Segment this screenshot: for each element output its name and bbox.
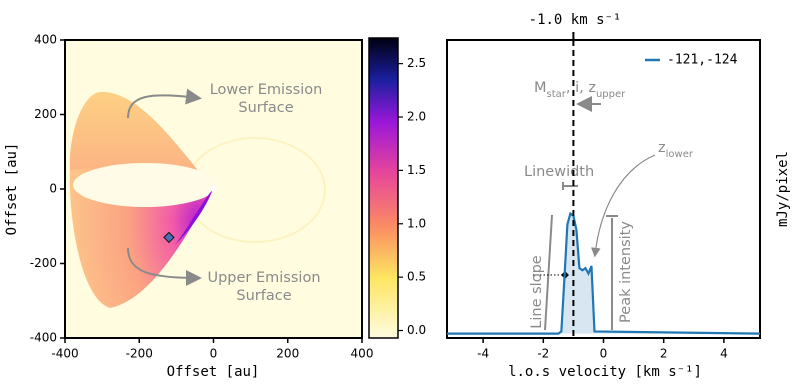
plot-frame	[446, 39, 761, 339]
x-tick-label: 200	[276, 347, 299, 361]
arrow	[127, 88, 202, 119]
x-tick-label: 0	[600, 347, 608, 361]
colorbar-tick-label: 0.5	[407, 270, 426, 284]
annotation-part: z	[658, 140, 666, 156]
x-tick-label: 2	[660, 347, 668, 361]
annotation: Linewidth	[524, 164, 594, 180]
image-bright-rim	[175, 189, 213, 245]
line-area	[447, 213, 760, 334]
image-cavity	[73, 163, 217, 207]
annotation: Lower Emission	[210, 82, 323, 98]
colorbar-tick-label: 1.5	[407, 163, 426, 177]
annotation: zlower	[658, 140, 694, 160]
y-tick-label: 200	[34, 107, 57, 121]
annotation-part: , i, z	[566, 80, 596, 96]
y-tick-label: 400	[34, 33, 57, 47]
linewidth-bar	[562, 182, 578, 190]
annotation-part: M	[534, 80, 547, 96]
y-axis-label: mJy/pixel	[775, 151, 791, 227]
colorbar-tick-label: 0.0	[407, 323, 426, 337]
colorbar-tick-label: 1.0	[407, 216, 426, 230]
x-tick-label: 400	[351, 347, 374, 361]
y-tick-label: -400	[30, 331, 57, 345]
star	[210, 186, 217, 192]
x-axis-label: l.o.s velocity [km s⁻¹]	[508, 364, 702, 380]
peak-bar	[606, 215, 618, 330]
colorbar-tick-label: 2.0	[407, 110, 426, 124]
x-tick-label: 0	[210, 347, 218, 361]
marker	[163, 231, 175, 244]
annotation: Upper Emission	[207, 270, 320, 286]
x-axis-label: Offset [au]	[167, 364, 260, 380]
annotation: Surface	[238, 100, 293, 116]
legend-label: -121,-124	[667, 53, 738, 68]
annotation-part: star	[547, 89, 567, 100]
y-tick-label: 0	[49, 182, 57, 196]
y-tick-label: -200	[30, 256, 57, 270]
image-disk-upper	[69, 91, 213, 189]
x-tick-label: -2	[537, 347, 549, 361]
chart-title: -1.0 km s⁻¹	[529, 12, 622, 28]
annotation: Line slope	[529, 255, 545, 328]
annotation: Mstar, i, zupper	[534, 80, 626, 100]
arrow	[127, 247, 202, 286]
annotation-part: upper	[596, 89, 626, 100]
x-tick-label: -200	[126, 347, 153, 361]
arrow	[591, 154, 656, 258]
line	[447, 211, 761, 335]
x-tick-label: 4	[720, 347, 728, 361]
annotation: Surface	[236, 288, 291, 304]
colorbar-tick-label: 2.5	[407, 56, 426, 70]
annotation-part: lower	[666, 149, 694, 160]
x-tick-label: -400	[51, 347, 78, 361]
slope-line	[544, 214, 553, 331]
annotation: Peak intensity	[618, 221, 634, 323]
x-tick-label: -4	[477, 347, 489, 361]
y-axis-label: Offset [au]	[4, 143, 20, 236]
colorbar	[368, 37, 399, 339]
